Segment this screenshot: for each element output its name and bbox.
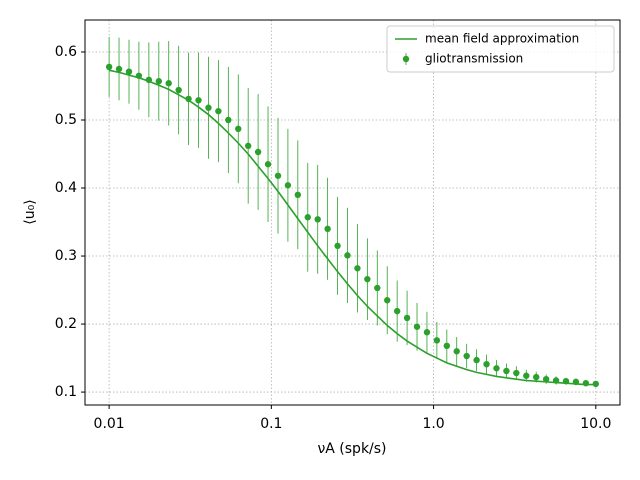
marker bbox=[453, 348, 460, 355]
legend-box bbox=[386, 25, 615, 73]
marker bbox=[145, 76, 153, 84]
marker bbox=[235, 125, 242, 133]
marker bbox=[304, 214, 311, 221]
x-tick-label: 0.01 bbox=[94, 416, 125, 432]
y-tick-label: 0.5 bbox=[55, 112, 77, 128]
y-tick-label: 0.6 bbox=[55, 44, 77, 60]
marker bbox=[572, 378, 580, 386]
y-tick-label: 0.1 bbox=[55, 384, 77, 400]
marker bbox=[403, 314, 411, 322]
marker bbox=[364, 275, 371, 283]
marker bbox=[384, 297, 391, 304]
marker bbox=[552, 377, 560, 384]
marker bbox=[215, 107, 222, 115]
marker bbox=[244, 142, 252, 150]
marker bbox=[205, 104, 212, 111]
marker bbox=[493, 365, 500, 372]
marker bbox=[115, 65, 123, 73]
marker bbox=[105, 63, 113, 71]
marker bbox=[523, 372, 530, 379]
marker bbox=[473, 356, 480, 364]
marker bbox=[513, 369, 520, 377]
marker bbox=[274, 172, 282, 179]
marker bbox=[155, 78, 163, 85]
marker bbox=[294, 191, 302, 199]
plot-frame bbox=[84, 19, 621, 406]
marker bbox=[354, 265, 361, 272]
legend-label: gliotransmission bbox=[425, 52, 523, 66]
marker bbox=[483, 360, 490, 368]
y-tick-label: 0.3 bbox=[55, 248, 77, 264]
marker bbox=[433, 337, 441, 344]
marker bbox=[195, 97, 202, 104]
y-tick-label: 0.2 bbox=[55, 316, 77, 332]
marker bbox=[423, 329, 431, 336]
marker bbox=[125, 68, 133, 75]
marker bbox=[393, 307, 401, 315]
x-tick-label: 10.0 bbox=[580, 416, 611, 432]
marker bbox=[374, 284, 381, 292]
marker bbox=[592, 380, 599, 388]
marker bbox=[463, 352, 470, 360]
legend-label: mean field approximation bbox=[425, 32, 579, 46]
marker bbox=[443, 342, 451, 350]
marker bbox=[582, 380, 590, 387]
y-axis-label: ⟨u₀⟩ bbox=[22, 199, 38, 224]
x-axis-label: νA (spk/s) bbox=[317, 441, 386, 457]
marker bbox=[533, 373, 540, 381]
marker bbox=[324, 225, 331, 233]
marker bbox=[314, 216, 321, 223]
marker bbox=[562, 377, 570, 385]
marker bbox=[344, 252, 351, 259]
marker bbox=[413, 323, 421, 330]
marker bbox=[503, 367, 510, 375]
marker bbox=[284, 182, 292, 189]
x-tick-label: 1.0 bbox=[422, 416, 444, 432]
x-tick-label: 0.1 bbox=[260, 416, 282, 432]
marker bbox=[225, 116, 232, 124]
marker bbox=[175, 86, 182, 94]
marker bbox=[254, 148, 262, 156]
legend-swatch bbox=[402, 55, 410, 63]
marker bbox=[264, 161, 272, 168]
y-tick-label: 0.4 bbox=[55, 180, 77, 196]
marker bbox=[165, 80, 172, 87]
marker bbox=[185, 95, 192, 103]
marker bbox=[135, 72, 143, 79]
marker bbox=[334, 242, 341, 250]
marker bbox=[542, 375, 550, 383]
